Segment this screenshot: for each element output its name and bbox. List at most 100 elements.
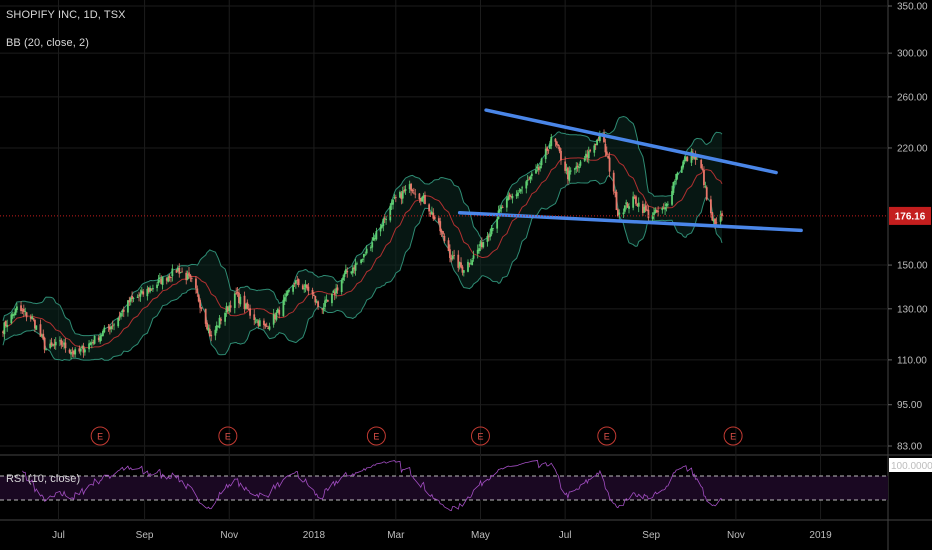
candle-body [501, 206, 504, 208]
candle-body [362, 253, 365, 258]
candle-body [343, 273, 346, 277]
candle-body [664, 207, 666, 210]
earnings-marker-label: E [97, 431, 103, 441]
candle-body [612, 172, 615, 192]
candle-body [32, 318, 35, 320]
trendline [484, 108, 778, 175]
candle-body [403, 189, 406, 192]
candle-body [283, 297, 286, 302]
bollinger-legend[interactable]: BB (20, close, 2) [6, 37, 90, 49]
candle-body [226, 307, 229, 311]
candle-body [254, 321, 257, 323]
candle-body [467, 261, 469, 272]
candle-body [482, 241, 485, 248]
candle-body [471, 260, 474, 266]
rsi-line [22, 459, 723, 512]
rsi-value-tag-bg [889, 458, 932, 472]
candle-body [2, 331, 4, 333]
rsi-legend[interactable]: RSI (10, close) [6, 473, 81, 485]
candle-body [469, 263, 472, 265]
candle-body [719, 214, 722, 222]
candle-body [275, 312, 278, 320]
candle-body [122, 309, 125, 312]
candle-body [340, 280, 343, 293]
candle-body [675, 174, 678, 181]
candle-body [412, 192, 415, 194]
candle-body [111, 325, 114, 327]
candle-body [393, 197, 396, 199]
candle-body [536, 166, 539, 169]
candle-body [61, 345, 64, 347]
price-axis[interactable]: 350.00 300.00 260.00 220.00 150.00 130.00 110.… [888, 2, 928, 453]
candle-body [97, 337, 100, 341]
candle-body [424, 194, 426, 205]
candle-body [374, 237, 376, 239]
candle-body [450, 257, 453, 260]
x-tick-label: Sep [136, 530, 154, 541]
candle-body [399, 191, 401, 198]
candle-body [13, 314, 16, 316]
candle-body [411, 189, 414, 192]
candle-body [189, 274, 192, 277]
candle-body [353, 267, 356, 270]
candle-body [637, 202, 640, 207]
candle-body [586, 154, 589, 158]
x-tick-label: Mar [387, 530, 405, 541]
candle-body [517, 192, 519, 196]
candle-body [628, 206, 630, 209]
candle-body [15, 306, 18, 311]
candle-body [322, 307, 325, 310]
candle-body [671, 191, 673, 205]
candle-body [297, 279, 300, 286]
candle-body [641, 204, 644, 213]
candle-body [633, 197, 636, 199]
candle-body [313, 295, 315, 297]
candle-body [54, 341, 57, 346]
candle-body [253, 314, 256, 321]
y-tick-label: 130.00 [897, 304, 928, 315]
candle-body [379, 227, 382, 232]
candle-body [486, 236, 489, 242]
candle-body [479, 241, 482, 247]
candle-body [34, 320, 36, 329]
candle-body [176, 267, 179, 271]
candle-body [518, 190, 521, 192]
x-tick-label: Nov [220, 530, 238, 541]
candle-body [139, 293, 142, 297]
candle-body [431, 211, 433, 215]
candle-body [29, 316, 32, 319]
candle-body [394, 197, 397, 199]
candle-body [229, 305, 232, 308]
candle-body [598, 133, 601, 142]
candle-body [278, 309, 281, 315]
candle-body [646, 209, 648, 211]
candle-body [408, 184, 411, 190]
y-tick-label: 260.00 [897, 92, 928, 103]
candle-body [554, 138, 557, 142]
bb-basis [2, 153, 723, 349]
candle-body [196, 288, 199, 294]
candle-body [168, 275, 171, 278]
candle-body [654, 209, 657, 213]
earnings-marker [597, 426, 617, 446]
candle-body [82, 345, 85, 353]
candle-body [42, 333, 45, 340]
candle-body [389, 205, 392, 221]
candle-body [301, 285, 304, 290]
candle-body [579, 161, 582, 166]
candle-body [651, 216, 654, 219]
time-axis[interactable]: Jul Sep Nov 2018 Mar May Jul Sep Nov 2019 [52, 530, 832, 541]
candle-body [360, 259, 363, 264]
candle-body [40, 335, 43, 337]
candle-body [258, 320, 261, 327]
candle-body [129, 297, 132, 302]
candle-body [200, 307, 203, 309]
symbol-legend[interactable]: SHOPIFY INC, 1D, TSX [6, 9, 126, 21]
candle-body [382, 218, 385, 227]
candle-body [342, 277, 344, 281]
candle-body [288, 290, 290, 292]
candle-body [178, 267, 181, 274]
candle-body [429, 212, 432, 214]
